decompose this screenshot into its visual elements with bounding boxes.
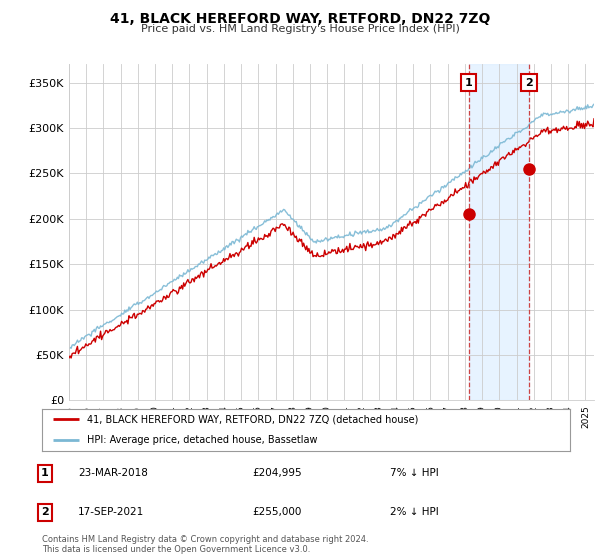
Bar: [469, 64, 529, 400]
Text: 2: 2: [41, 507, 49, 517]
Text: 41, BLACK HEREFORD WAY, RETFORD, DN22 7ZQ: 41, BLACK HEREFORD WAY, RETFORD, DN22 7Z…: [110, 12, 490, 26]
Text: 1: 1: [465, 78, 473, 87]
Text: 1: 1: [41, 468, 49, 478]
Text: HPI: Average price, detached house, Bassetlaw: HPI: Average price, detached house, Bass…: [87, 435, 317, 445]
Text: 2: 2: [525, 78, 533, 87]
Text: £204,995: £204,995: [252, 468, 302, 478]
Text: Price paid vs. HM Land Registry's House Price Index (HPI): Price paid vs. HM Land Registry's House …: [140, 24, 460, 34]
Text: 7% ↓ HPI: 7% ↓ HPI: [390, 468, 439, 478]
Text: £255,000: £255,000: [252, 507, 301, 517]
Text: 41, BLACK HEREFORD WAY, RETFORD, DN22 7ZQ (detached house): 41, BLACK HEREFORD WAY, RETFORD, DN22 7Z…: [87, 414, 418, 424]
Text: Contains HM Land Registry data © Crown copyright and database right 2024.
This d: Contains HM Land Registry data © Crown c…: [42, 535, 368, 554]
Text: 23-MAR-2018: 23-MAR-2018: [78, 468, 148, 478]
Text: 17-SEP-2021: 17-SEP-2021: [78, 507, 144, 517]
Text: 2% ↓ HPI: 2% ↓ HPI: [390, 507, 439, 517]
